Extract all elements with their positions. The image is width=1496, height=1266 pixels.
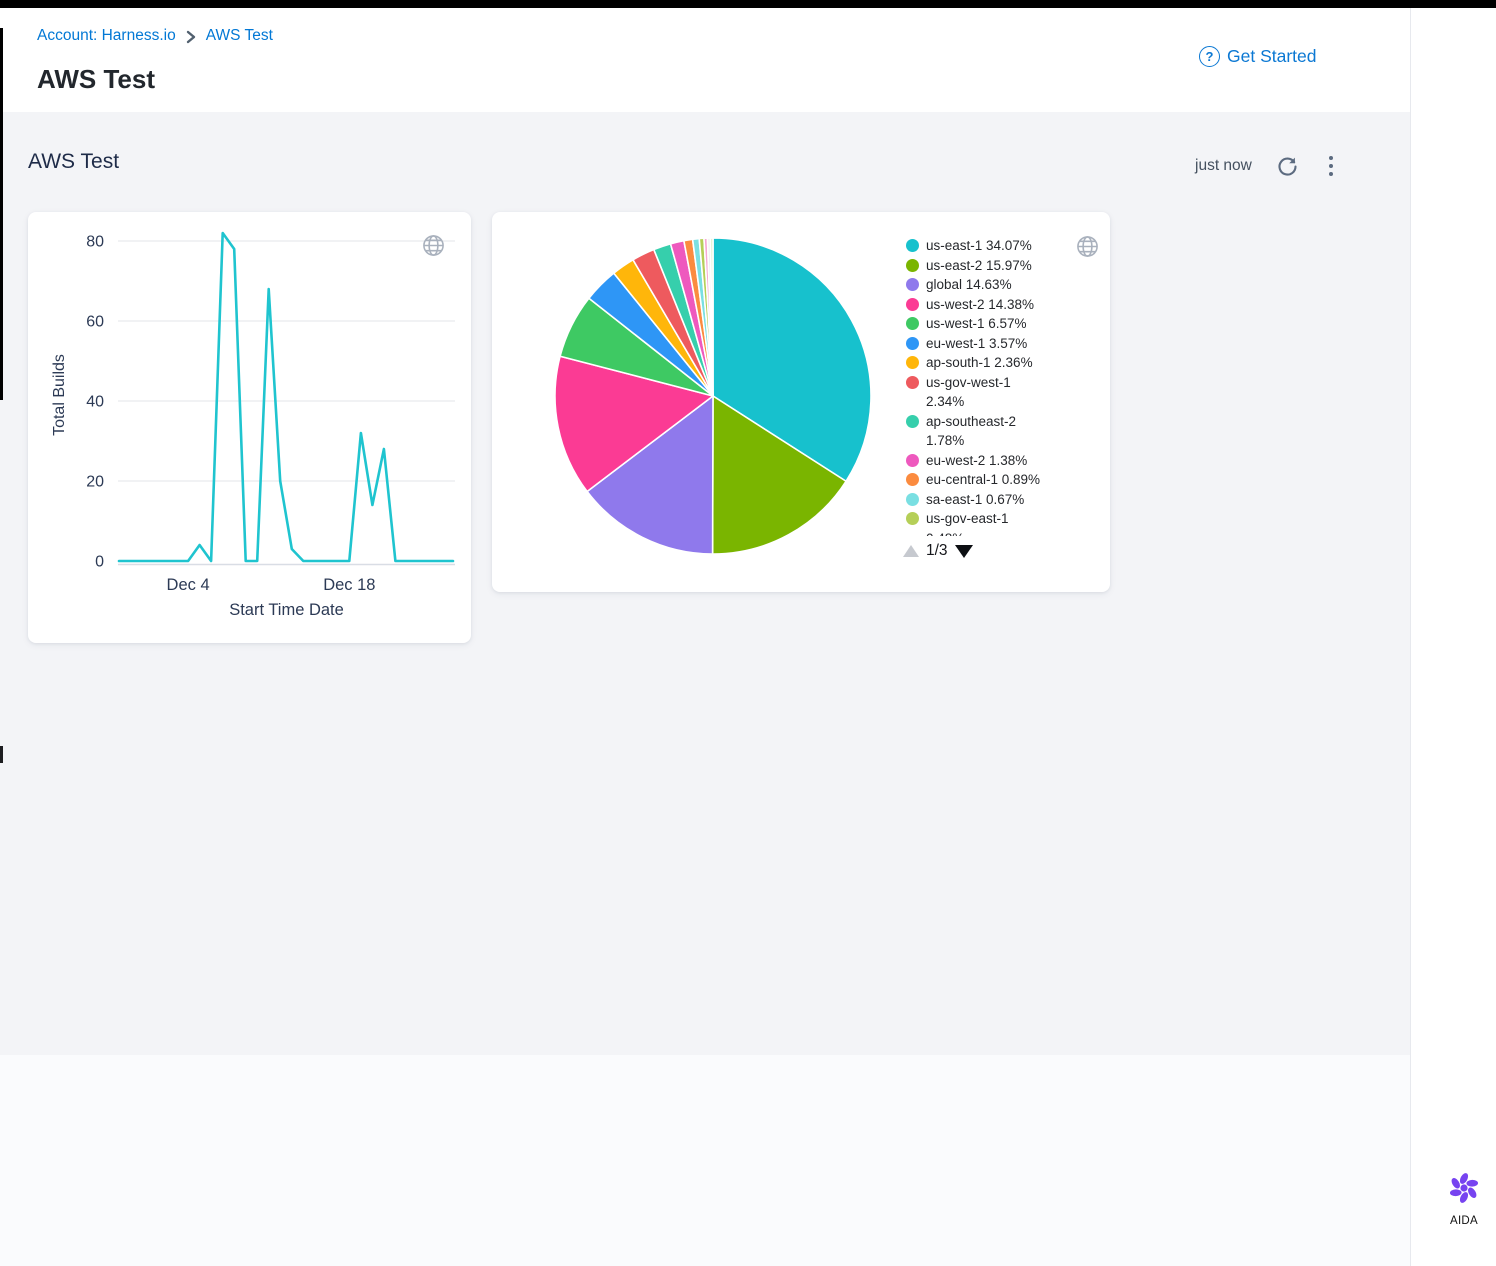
line-chart[interactable]: 0 20 40 60 80 Dec 4 Dec 18 bbox=[28, 212, 471, 643]
get-started-button[interactable]: ? Get Started bbox=[1199, 46, 1317, 67]
y-tick-label: 0 bbox=[95, 554, 104, 571]
legend-item[interactable]: us-east-2 15.97% bbox=[906, 256, 1066, 276]
legend-label: global 14.63% bbox=[926, 277, 1012, 292]
legend-label: eu-central-1 0.89% bbox=[926, 472, 1041, 487]
dashboard-controls: just now bbox=[1195, 154, 1339, 178]
legend-item[interactable]: us-east-1 34.07% bbox=[906, 236, 1066, 256]
right-rail: AIDA bbox=[1410, 8, 1496, 1266]
window-left-notch bbox=[0, 746, 3, 763]
legend-swatch bbox=[906, 297, 919, 311]
legend-item[interactable]: us-west-2 14.38% bbox=[906, 295, 1066, 315]
legend-item[interactable]: sa-east-1 0.67% bbox=[906, 490, 1066, 510]
bottom-spacer bbox=[0, 1055, 1410, 1266]
legend-swatch bbox=[906, 278, 919, 291]
total-builds-series-line[interactable] bbox=[117, 231, 455, 563]
aida-button[interactable]: AIDA bbox=[1439, 1168, 1489, 1227]
globe-icon bbox=[1075, 234, 1100, 264]
window-top-bar bbox=[0, 0, 1496, 8]
legend-swatch bbox=[906, 453, 919, 467]
legend-swatch bbox=[906, 336, 919, 350]
legend-page-label: 1/3 bbox=[926, 542, 948, 559]
pie-slice[interactable] bbox=[586, 395, 714, 555]
x-tick-label: Dec 18 bbox=[323, 576, 375, 594]
breadcrumb-current-link[interactable]: AWS Test bbox=[205, 27, 273, 44]
legend-swatch bbox=[906, 239, 919, 252]
legend-swatch bbox=[906, 317, 919, 330]
legend-label: us-west-1 6.57% bbox=[926, 316, 1027, 331]
x-axis-title: Start Time Date bbox=[229, 601, 344, 619]
legend-label: us-east-2 15.97% bbox=[926, 257, 1032, 273]
get-started-label: Get Started bbox=[1227, 46, 1317, 66]
help-icon: ? bbox=[1199, 46, 1220, 67]
breadcrumb: Account: Harness.io AWS Test bbox=[37, 27, 273, 45]
legend-label: eu-west-2 1.38% bbox=[926, 452, 1028, 468]
legend-label: ap-southeast-2 1.78% bbox=[926, 413, 1017, 449]
legend-label: sa-east-1 0.67% bbox=[926, 491, 1025, 507]
globe-icon bbox=[421, 233, 446, 263]
legend-item[interactable]: us-gov-east-10.48% bbox=[906, 509, 1066, 536]
legend-swatch bbox=[906, 473, 919, 486]
pie-slice[interactable] bbox=[711, 395, 847, 555]
dashboard-menu-icon[interactable] bbox=[1323, 154, 1339, 178]
page-header: Account: Harness.io AWS Test AWS Test ? … bbox=[0, 8, 1410, 113]
legend-item[interactable]: us-west-1 6.57% bbox=[906, 314, 1066, 334]
legend-item[interactable]: eu-west-2 1.38% bbox=[906, 451, 1066, 471]
y-tick-label: 60 bbox=[86, 314, 104, 331]
legend-swatch bbox=[906, 375, 919, 389]
legend-swatch bbox=[906, 414, 919, 428]
legend-page-down-icon[interactable] bbox=[954, 544, 973, 558]
pie-chart[interactable] bbox=[492, 212, 1110, 592]
total-builds-chart-card: 0 20 40 60 80 Dec 4 Dec 18 Total Builds Start … bbox=[28, 212, 471, 643]
legend-pager: 1/3 bbox=[903, 542, 973, 560]
legend-label: us-gov-east-10.48% bbox=[926, 511, 1009, 536]
y-tick-label: 80 bbox=[86, 234, 104, 251]
y-axis-title: Total Builds bbox=[51, 354, 68, 436]
legend-label: us-west-2 14.38% bbox=[926, 296, 1035, 312]
y-tick-label: 20 bbox=[86, 474, 104, 491]
legend-item[interactable]: ap-southeast-2 1.78% bbox=[906, 412, 1066, 451]
legend-item[interactable]: global 14.63% bbox=[906, 275, 1066, 295]
y-tick-label: 40 bbox=[86, 394, 104, 411]
legend-page-up-icon[interactable] bbox=[903, 545, 919, 557]
last-refreshed-label: just now bbox=[1195, 157, 1252, 174]
dashboard-title: AWS Test bbox=[28, 150, 120, 173]
legend-item[interactable]: us-gov-west-1 2.34% bbox=[906, 373, 1066, 412]
legend-label: ap-south-1 2.36% bbox=[926, 355, 1033, 370]
legend-item[interactable]: ap-south-1 2.36% bbox=[906, 353, 1066, 373]
region-pie-chart-card: us-east-1 34.07% us-east-2 15.97% global 1… bbox=[492, 212, 1110, 592]
refresh-icon[interactable] bbox=[1276, 155, 1299, 178]
legend-label: us-east-1 34.07% bbox=[926, 238, 1032, 253]
dashboard-canvas: AWS Test just now 0 20 40 60 80 Dec 4 Dec 18 T… bbox=[0, 112, 1410, 1055]
legend-swatch bbox=[906, 492, 919, 506]
legend-label: eu-west-1 3.57% bbox=[926, 335, 1028, 351]
page-title: AWS Test bbox=[37, 64, 155, 94]
aida-flower-icon bbox=[1449, 1173, 1479, 1203]
legend-swatch bbox=[906, 512, 919, 525]
pie-slice[interactable] bbox=[709, 237, 714, 397]
legend-item[interactable]: eu-west-1 3.57% bbox=[906, 334, 1066, 354]
breadcrumb-account-link[interactable]: Account: Harness.io bbox=[37, 27, 176, 44]
pie-legend: us-east-1 34.07% us-east-2 15.97% global 1… bbox=[906, 236, 1066, 536]
aida-label: AIDA bbox=[1449, 1215, 1479, 1227]
pie-slice[interactable] bbox=[554, 355, 714, 493]
legend-label: us-gov-west-1 2.34% bbox=[926, 374, 1011, 410]
legend-item[interactable]: eu-central-1 0.89% bbox=[906, 470, 1066, 490]
x-tick-label: Dec 4 bbox=[167, 576, 210, 594]
chevron-right-icon bbox=[186, 30, 196, 44]
legend-swatch bbox=[906, 356, 919, 369]
legend-swatch bbox=[906, 258, 919, 272]
main-content: Account: Harness.io AWS Test AWS Test ? … bbox=[0, 8, 1410, 1266]
window-left-edge bbox=[0, 28, 3, 400]
